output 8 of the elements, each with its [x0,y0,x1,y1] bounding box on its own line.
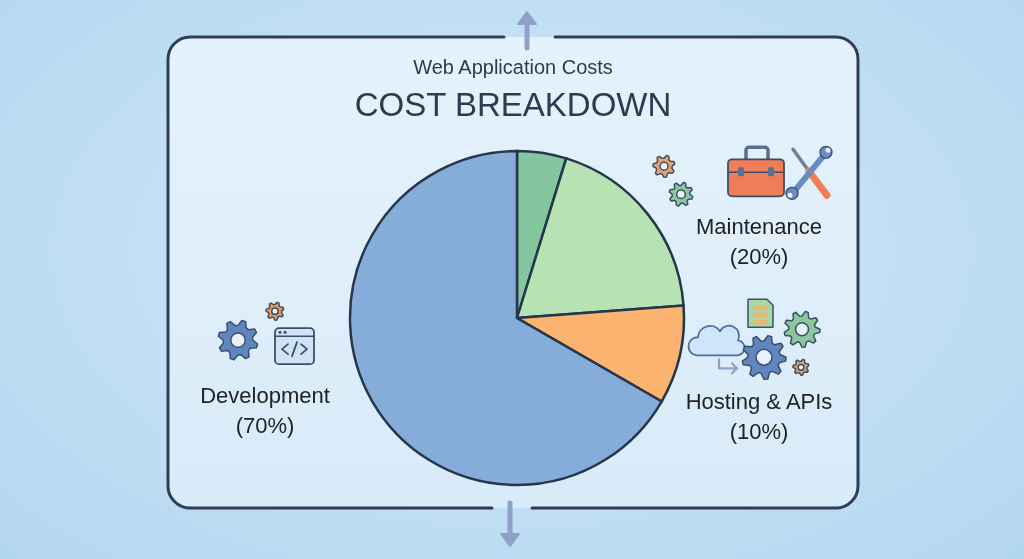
data-label: (20%) [729,244,789,270]
slice-label: Hosting & APIs [685,389,833,415]
slice-label: Development [200,383,330,409]
chart-subtitle: Web Application Costs [413,56,613,78]
chart-title: COST BREAKDOWN [354,86,672,123]
slice-label: Maintenance [696,214,822,240]
data-label: (70%) [235,413,295,439]
data-label: (10%) [729,419,789,445]
